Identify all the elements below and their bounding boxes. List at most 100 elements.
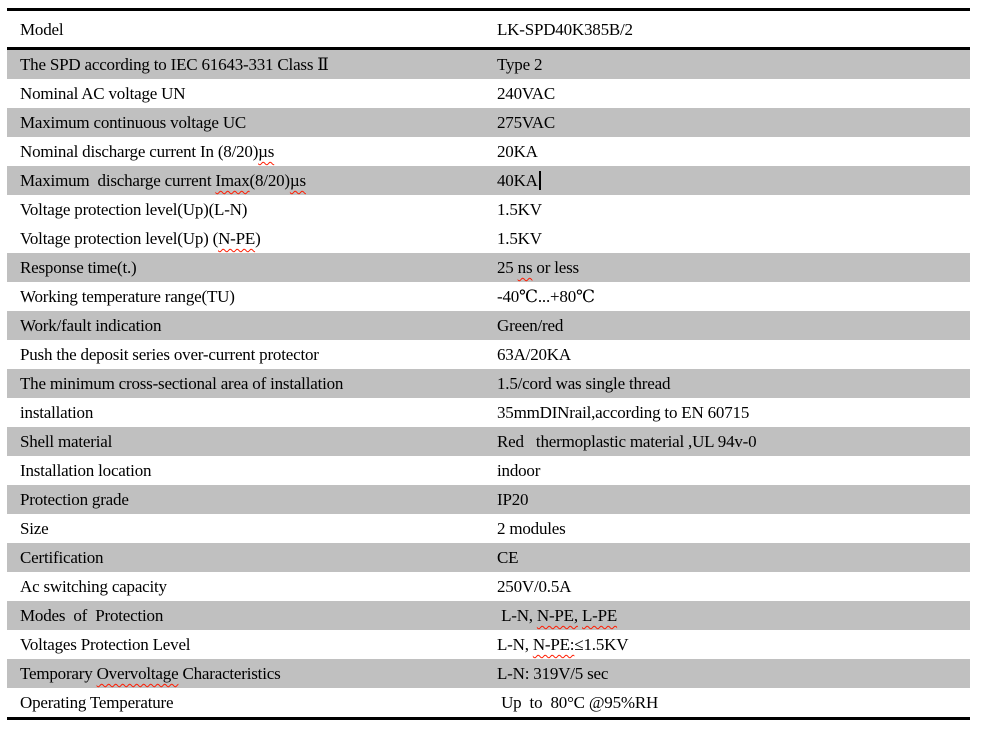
text-segment: 25 xyxy=(497,258,518,277)
table-row: Operating Temperature Up to 80°C @95%RH xyxy=(7,688,970,717)
specification-table: Model LK-SPD40K385B/2 The SPD according … xyxy=(7,8,970,720)
row-value-cell[interactable]: 240VAC xyxy=(497,79,970,108)
row-value-cell[interactable]: 20KA xyxy=(497,137,970,166)
text-segment: installation xyxy=(20,403,94,422)
text-segment: L-N, xyxy=(497,606,537,625)
text-segment: 2 modules xyxy=(497,519,566,538)
text-segment: The SPD according to IEC 61643-331 Class… xyxy=(20,55,329,74)
text-segment: 20KA xyxy=(497,142,538,161)
table-row: Maximum discharge current Imax(8/20)µs 40… xyxy=(7,166,970,195)
row-label-cell[interactable]: Voltage protection level(Up) (N-PE) xyxy=(7,224,497,253)
text-segment: 1.5KV xyxy=(497,229,542,248)
row-label-cell[interactable]: Voltages Protection Level xyxy=(7,630,497,659)
text-segment: Size xyxy=(20,519,49,538)
table-row: Protection grade IP20 xyxy=(7,485,970,514)
row-value-cell[interactable]: 250V/0.5A xyxy=(497,572,970,601)
row-label-cell[interactable]: Maximum discharge current Imax(8/20)µs xyxy=(7,166,497,195)
misspelled-word: L-PE xyxy=(581,606,618,625)
table-header-row: Model LK-SPD40K385B/2 xyxy=(7,11,970,50)
text-segment: Installation location xyxy=(20,461,152,480)
row-label-cell[interactable]: installation xyxy=(7,398,497,427)
row-value-cell[interactable]: 1.5/cord was single thread xyxy=(497,369,970,398)
row-label-cell[interactable]: Voltage protection level(Up)(L-N) xyxy=(7,195,497,224)
row-value-cell[interactable]: Up to 80°C @95%RH xyxy=(497,688,970,717)
text-segment: 63A/20KA xyxy=(497,345,571,364)
table-row: Nominal discharge current In (8/20)µs 20K… xyxy=(7,137,970,166)
table-body: The SPD according to IEC 61643-331 Class… xyxy=(7,50,970,717)
row-value-cell[interactable]: -40℃...+80℃ xyxy=(497,282,970,311)
text-segment: Characteristics xyxy=(178,664,281,683)
text-segment: 250V/0.5A xyxy=(497,577,572,596)
table-row: Modes of Protection L-N, N-PE, L-PE xyxy=(7,601,970,630)
row-value-cell[interactable]: 35mmDINrail,according to EN 60715 xyxy=(497,398,970,427)
text-segment: Certification xyxy=(20,548,104,567)
row-label-cell[interactable]: The SPD according to IEC 61643-331 Class… xyxy=(7,50,497,79)
row-label-cell[interactable]: Shell material xyxy=(7,427,497,456)
text-segment: The minimum cross-sectional area of inst… xyxy=(20,374,344,393)
row-label-cell[interactable]: Ac switching capacity xyxy=(7,572,497,601)
text-segment: ≤1.5KV xyxy=(574,635,629,654)
text-segment: IP20 xyxy=(497,490,529,509)
text-segment: ) xyxy=(255,229,261,248)
text-segment: Shell material xyxy=(20,432,113,451)
table-row: Push the deposit series over-current pro… xyxy=(7,340,970,369)
row-value-cell[interactable]: Green/red xyxy=(497,311,970,340)
text-segment: -40℃...+80℃ xyxy=(497,287,595,306)
row-label-cell[interactable]: The minimum cross-sectional area of inst… xyxy=(7,369,497,398)
row-value-cell[interactable]: L-N: 319V/5 sec xyxy=(497,659,970,688)
row-label-cell[interactable]: Size xyxy=(7,514,497,543)
row-value-cell[interactable]: 1.5KV xyxy=(497,195,970,224)
text-segment: Maximum continuous voltage UC xyxy=(20,113,247,132)
row-value-cell[interactable]: 25 ns or less xyxy=(497,253,970,282)
row-value-cell[interactable]: indoor xyxy=(497,456,970,485)
row-label-cell[interactable]: Modes of Protection xyxy=(7,601,497,630)
row-value-cell[interactable]: L-N, N-PE:≤1.5KV xyxy=(497,630,970,659)
row-label-cell[interactable]: Operating Temperature xyxy=(7,688,497,717)
misspelled-word: N-PE: xyxy=(532,635,575,654)
row-label-cell[interactable]: Temporary Overvoltage Characteristics xyxy=(7,659,497,688)
text-segment: Temporary xyxy=(20,664,97,683)
row-value-cell[interactable]: Red thermoplastic material ,UL 94v-0 xyxy=(497,427,970,456)
text-segment: Nominal discharge current In (8/20) xyxy=(20,142,259,161)
row-value-cell[interactable]: 40KA xyxy=(497,166,970,195)
row-label-cell[interactable]: Nominal discharge current In (8/20)µs xyxy=(7,137,497,166)
table-row: installation 35mmDINrail,according to EN … xyxy=(7,398,970,427)
table-row: Size 2 modules xyxy=(7,514,970,543)
row-label-cell[interactable]: Protection grade xyxy=(7,485,497,514)
misspelled-word: ns xyxy=(517,258,533,277)
row-value-cell[interactable]: CE xyxy=(497,543,970,572)
row-label-cell[interactable]: Maximum continuous voltage UC xyxy=(7,108,497,137)
text-segment: Nominal AC voltage UN xyxy=(20,84,186,103)
row-label-cell[interactable]: Response time(t.) xyxy=(7,253,497,282)
text-segment: L-N, xyxy=(497,635,533,654)
row-label-cell[interactable]: Certification xyxy=(7,543,497,572)
row-value-cell[interactable]: 275VAC xyxy=(497,108,970,137)
header-model-cell[interactable]: Model xyxy=(20,19,64,39)
table-row: The SPD according to IEC 61643-331 Class… xyxy=(7,50,970,79)
row-label-cell[interactable]: Installation location xyxy=(7,456,497,485)
text-segment: (8/20) xyxy=(249,171,291,190)
text-segment: 1.5/cord was single thread xyxy=(497,374,671,393)
row-value-cell[interactable]: 1.5KV xyxy=(497,224,970,253)
table-row: Certification CE xyxy=(7,543,970,572)
row-value-cell[interactable]: 2 modules xyxy=(497,514,970,543)
row-label-cell[interactable]: Push the deposit series over-current pro… xyxy=(7,340,497,369)
misspelled-word: µs xyxy=(289,171,306,190)
text-segment: CE xyxy=(497,548,519,567)
row-value-cell[interactable]: Type 2 xyxy=(497,50,970,79)
text-segment: 1.5KV xyxy=(497,200,542,219)
text-segment: Ac switching capacity xyxy=(20,577,167,596)
row-value-cell[interactable]: IP20 xyxy=(497,485,970,514)
text-segment: Voltage protection level(Up) ( xyxy=(20,229,219,248)
table-row: Voltages Protection Level L-N, N-PE:≤1.5K… xyxy=(7,630,970,659)
header-model-value-cell[interactable]: LK-SPD40K385B/2 xyxy=(497,19,633,39)
row-label-cell[interactable]: Working temperature range(TU) xyxy=(7,282,497,311)
text-segment: Red thermoplastic material ,UL 94v-0 xyxy=(497,432,757,451)
text-segment: 35mmDINrail,according to EN 60715 xyxy=(497,403,750,422)
row-value-cell[interactable]: L-N, N-PE, L-PE xyxy=(497,601,970,630)
row-value-cell[interactable]: 63A/20KA xyxy=(497,340,970,369)
table-row: Nominal AC voltage UN 240VAC xyxy=(7,79,970,108)
row-label-cell[interactable]: Nominal AC voltage UN xyxy=(7,79,497,108)
table-row: Installation location indoor xyxy=(7,456,970,485)
row-label-cell[interactable]: Work/fault indication xyxy=(7,311,497,340)
